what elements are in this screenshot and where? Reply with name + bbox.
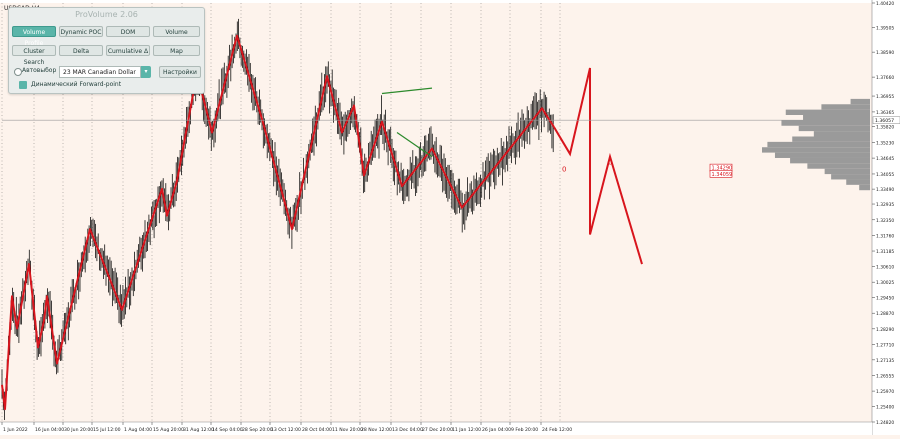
poc-label: 1.34290 (712, 166, 733, 172)
profile-bar (821, 104, 870, 110)
auto-select-label: Автовыбор (22, 67, 57, 74)
y-tick-label: 1.36365 (876, 110, 894, 116)
forecast-marker: 0 (562, 165, 566, 173)
y-tick-label: 1.34055 (876, 172, 894, 178)
volume-button[interactable]: Volume (153, 26, 200, 37)
provolume-panel: ProVolume 2.06 Volume Profile Dynamic PO… (8, 7, 205, 94)
y-tick-label: 1.39505 (876, 26, 894, 32)
y-tick-label: 1.25970 (876, 389, 894, 395)
profile-bar (785, 109, 870, 116)
y-tick-label: 1.26555 (876, 373, 894, 379)
panel-title: ProVolume 2.06 (75, 10, 138, 19)
y-tick-label: 1.29450 (876, 296, 894, 302)
profile-bar (792, 136, 870, 142)
dom-button[interactable]: DOM (106, 26, 150, 37)
poc-label: 1.34059 (712, 172, 733, 178)
triangle-upper-line (381, 87, 433, 95)
current-price-label: 1.36057 (875, 118, 894, 124)
delta-button[interactable]: Delta (59, 45, 103, 56)
x-tick-label: 13 Oct 12:00 (271, 427, 301, 433)
profile-bar (850, 98, 870, 105)
profile-bar (807, 163, 870, 169)
forward-point-label: Динамический Forward-point (31, 81, 122, 88)
profile-bar (831, 174, 870, 180)
y-tick-label: 1.37660 (876, 75, 894, 81)
volume-profile (762, 98, 870, 191)
cumulative-delta-button[interactable]: Cumulative Δ (106, 45, 150, 56)
time-axis (0, 422, 872, 435)
zigzag-line (1, 34, 555, 411)
y-tick-label: 1.35820 (876, 125, 894, 131)
profile-bar (813, 131, 870, 137)
x-tick-label: 28 Sep 20:00 (242, 427, 273, 433)
y-tick-label: 1.28290 (876, 327, 894, 333)
cluster-search-button[interactable]: Cluster Search (12, 45, 56, 66)
y-tick-label: 1.28870 (876, 311, 894, 317)
profile-bar (803, 115, 870, 121)
profile-bar (781, 120, 870, 126)
price-axis (872, 0, 900, 435)
x-tick-label: 26 Jan 04:00 (482, 427, 511, 433)
y-tick-label: 1.34645 (876, 156, 894, 162)
x-tick-label: 30 Jun 20:00 (64, 427, 93, 433)
y-tick-label: 1.31760 (876, 234, 894, 240)
volume-profile-button[interactable]: Volume Profile (12, 26, 56, 47)
poc-label-box (709, 170, 733, 178)
forecast-marker: 0 (608, 159, 612, 167)
y-tick-label: 1.32350 (876, 218, 894, 224)
x-tick-label: 11 Nov 20:00 (332, 427, 363, 433)
y-tick-label: 1.31185 (876, 249, 894, 255)
y-tick-label: 1.32935 (876, 202, 894, 208)
y-tick-label: 1.24820 (876, 420, 894, 426)
x-tick-label: 14 Sep 04:00 (212, 427, 243, 433)
x-tick-label: 31 Aug 12:00 (183, 427, 214, 433)
x-tick-label: 28 Oct 04:00 (302, 427, 332, 433)
x-tick-label: 11 Jan 12:00 (452, 427, 481, 433)
x-tick-label: 27 Dec 20:00 (422, 427, 453, 433)
profile-bar (762, 147, 870, 153)
x-tick-label: 15 Jul 12:00 (93, 427, 121, 433)
y-tick-label: 1.27135 (876, 358, 894, 364)
y-tick-label: 1.36955 (876, 94, 894, 100)
x-tick-label: 13 Dec 04:00 (392, 427, 423, 433)
x-tick-label: 24 Feb 12:00 (542, 427, 572, 433)
x-tick-label: 9 Feb 20:00 (511, 427, 538, 433)
y-tick-label: 1.25400 (876, 404, 894, 410)
y-tick-label: 1.40420 (876, 1, 894, 7)
y-tick-label: 1.27710 (876, 342, 894, 348)
x-tick-label: 1 Jun 2022 (3, 427, 28, 433)
profile-bar (767, 141, 870, 148)
y-tick-label: 1.38590 (876, 50, 894, 56)
x-tick-label: 15 Aug 20:00 (153, 427, 184, 433)
top-bar (0, 0, 900, 3)
profile-bar (774, 152, 870, 158)
forecast-line (553, 67, 643, 265)
forward-point-checkbox[interactable] (19, 81, 27, 89)
y-tick-label: 1.30610 (876, 264, 894, 270)
current-price-box (872, 116, 900, 124)
symbol-select[interactable]: 23 MAR Canadian Dollar (59, 66, 141, 78)
profile-bar (846, 179, 870, 185)
dynamic-poc-button[interactable]: Dynamic POC (59, 26, 103, 37)
map-button[interactable]: Map (153, 45, 200, 56)
triangle-lower-line (396, 131, 433, 158)
chevron-down-icon[interactable]: ▾ (141, 66, 151, 78)
y-tick-label: 1.35230 (876, 140, 894, 146)
auto-select-radio[interactable] (14, 68, 22, 76)
y-tick-label: 1.30025 (876, 280, 894, 286)
profile-bar (798, 125, 870, 132)
x-tick-label: 16 Jun 04:00 (35, 427, 64, 433)
profile-bar (859, 184, 870, 191)
profile-bar (790, 157, 870, 164)
x-tick-label: 28 Nov 12:00 (361, 427, 392, 433)
y-tick-label: 1.33490 (876, 187, 894, 193)
settings-button[interactable]: Настройки (159, 66, 201, 78)
profile-bar (824, 168, 870, 175)
x-tick-label: 1 Aug 04:00 (124, 427, 152, 433)
